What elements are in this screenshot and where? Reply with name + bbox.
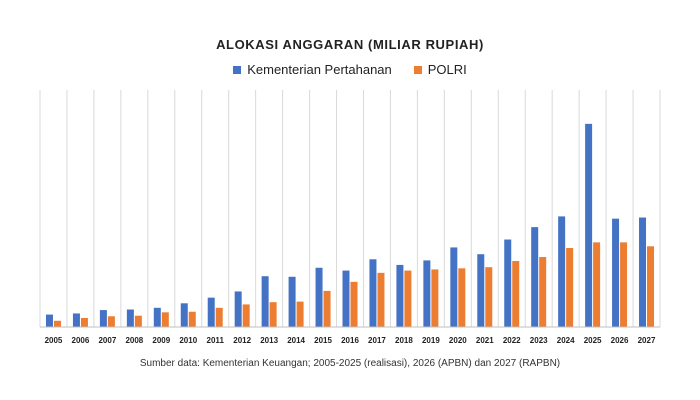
- bar-series2-2023: [539, 257, 547, 327]
- x-tick-label: 2007: [98, 336, 116, 345]
- bar-series2-2026: [620, 242, 628, 327]
- bar-series2-2011: [215, 307, 223, 327]
- bar-series2-2020: [458, 268, 466, 327]
- bar-series1-2013: [261, 276, 269, 327]
- bar-series2-2012: [242, 304, 250, 327]
- bar-series1-2024: [558, 216, 566, 327]
- bar-series1-2014: [288, 276, 296, 327]
- legend-item-kementerian-pertahanan: Kementerian Pertahanan: [233, 62, 392, 77]
- bar-series1-2023: [531, 227, 539, 327]
- x-tick-label: 2009: [152, 336, 170, 345]
- bar-series2-2027: [647, 246, 655, 327]
- x-tick-label: 2023: [530, 336, 548, 345]
- bar-series2-2018: [404, 270, 412, 327]
- x-tick-label: 2011: [207, 336, 225, 345]
- x-tick-label: 2013: [260, 336, 278, 345]
- x-tick-label: 2021: [476, 336, 494, 345]
- x-tick-label: 2018: [395, 336, 413, 345]
- legend-swatch-series1: [233, 65, 242, 74]
- bar-series1-2010: [180, 303, 188, 327]
- bar-series2-2016: [350, 281, 358, 327]
- x-tick-label: 2008: [125, 336, 143, 345]
- bar-series2-2024: [566, 248, 574, 327]
- bar-series1-2009: [153, 307, 161, 327]
- x-tick-label: 2017: [368, 336, 386, 345]
- x-tick-label: 2015: [314, 336, 332, 345]
- source-note: Sumber data: Kementerian Keuangan; 2005-…: [139, 358, 561, 369]
- bar-series1-2016: [342, 270, 350, 327]
- bar-series1-2025: [585, 123, 593, 327]
- bar-series1-2017: [369, 259, 377, 327]
- bar-series2-2017: [377, 272, 385, 327]
- bar-series1-2021: [477, 254, 485, 327]
- bar-series2-2006: [80, 317, 88, 327]
- bar-series2-2015: [323, 290, 331, 327]
- bar-series2-2025: [593, 242, 601, 327]
- x-tick-label: 2014: [287, 336, 305, 345]
- legend-swatch-series2: [413, 65, 422, 74]
- bar-series1-2022: [504, 239, 512, 327]
- x-tick-label: 2016: [341, 336, 359, 345]
- bar-series1-2015: [315, 267, 323, 327]
- chart-title: ALOKASI ANGGARAN (MILIAR RUPIAH): [216, 37, 484, 52]
- bar-series1-2026: [612, 218, 620, 327]
- x-tick-label: 2024: [557, 336, 575, 345]
- legend-label-series2: POLRI: [427, 62, 467, 77]
- bar-series1-2020: [450, 247, 458, 327]
- bar-series2-2005: [53, 320, 61, 327]
- bar-series1-2008: [126, 309, 134, 327]
- x-tick-label: 2027: [638, 336, 656, 345]
- legend-item-polri: POLRI: [413, 62, 467, 77]
- bar-series2-2021: [485, 267, 493, 327]
- x-tick-label: 2005: [45, 336, 63, 345]
- x-tick-label: 2010: [179, 336, 197, 345]
- bar-series2-2009: [161, 312, 169, 327]
- bar-series2-2019: [431, 269, 439, 327]
- chart-legend: Kementerian Pertahanan POLRI: [0, 62, 700, 77]
- bar-series2-2013: [269, 302, 277, 327]
- bar-series1-2012: [234, 291, 242, 327]
- bar-series2-2022: [512, 260, 520, 327]
- x-tick-label: 2019: [422, 336, 440, 345]
- bar-series2-2014: [296, 301, 304, 327]
- bar-series1-2027: [639, 217, 647, 327]
- bar-series2-2007: [107, 316, 115, 327]
- x-tick-label: 2022: [503, 336, 521, 345]
- legend-label-series1: Kementerian Pertahanan: [247, 62, 392, 77]
- bar-series1-2011: [207, 297, 215, 327]
- bar-series1-2019: [423, 260, 431, 327]
- gridlines: [39, 90, 661, 327]
- bar-series1-2005: [45, 314, 53, 327]
- bar-series2-2008: [134, 315, 142, 327]
- x-tick-label: 2006: [72, 336, 90, 345]
- bar-series1-2018: [396, 264, 404, 327]
- x-tick-label: 2026: [611, 336, 629, 345]
- x-tick-label: 2020: [449, 336, 467, 345]
- x-tick-label: 2025: [584, 336, 602, 345]
- x-tick-label: 2012: [233, 336, 251, 345]
- bar-series1-2006: [72, 313, 80, 327]
- bars: [45, 123, 655, 327]
- x-axis: 2005 2006 2007 2008 2009 2010 2011 2012 2013 2014…: [40, 326, 660, 345]
- bar-series2-2010: [188, 311, 196, 327]
- bar-series1-2007: [99, 310, 107, 327]
